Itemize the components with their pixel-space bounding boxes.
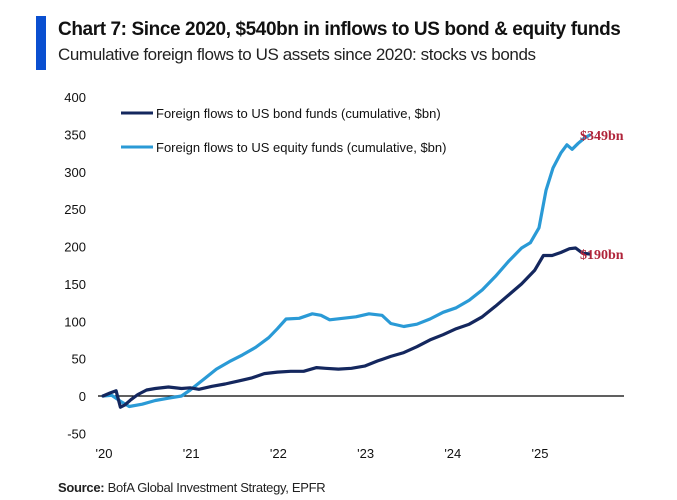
series-layer: [101, 133, 592, 409]
x-tick-label: '20: [96, 446, 113, 461]
y-tick-label: 200: [64, 240, 86, 255]
chart-subtitle: Cumulative foreign flows to US assets si…: [58, 45, 536, 64]
y-tick-label: 150: [64, 277, 86, 292]
source-note: Source: BofA Global Investment Strategy,…: [58, 480, 326, 495]
y-tick-label: 100: [64, 314, 86, 329]
y-tick-label: 350: [64, 127, 86, 142]
y-tick-label: 250: [64, 202, 86, 217]
legend-label-bond: Foreign flows to US bond funds (cumulati…: [156, 106, 441, 121]
series-line-equity: [101, 133, 592, 409]
x-tick-label: '24: [444, 446, 461, 461]
chart-title: Chart 7: Since 2020, $540bn in inflows t…: [58, 19, 621, 40]
y-axis: -50 0 50 100 150 200 250 300 350 400: [64, 90, 86, 441]
title-accent-bar: [36, 16, 46, 70]
legend: Foreign flows to US bond funds (cumulati…: [121, 106, 446, 155]
y-tick-label: 400: [64, 90, 86, 105]
x-tick-label: '23: [357, 446, 374, 461]
x-tick-label: '22: [270, 446, 287, 461]
y-tick-label: 0: [79, 389, 86, 404]
legend-label-equity: Foreign flows to US equity funds (cumula…: [156, 140, 446, 155]
x-tick-label: '25: [532, 446, 549, 461]
series-line-bond: [101, 246, 592, 409]
source-text: BofA Global Investment Strategy, EPFR: [104, 480, 326, 495]
end-label-equity: $349bn: [580, 129, 624, 144]
end-label-bond: $190bn: [580, 248, 624, 263]
y-tick-label: -50: [67, 426, 86, 441]
y-tick-label: 50: [72, 352, 86, 367]
x-axis: '20 '21 '22 '23 '24 '25: [96, 446, 549, 461]
source-label: Source:: [58, 480, 105, 495]
y-tick-label: 300: [64, 165, 86, 180]
x-tick-label: '21: [183, 446, 200, 461]
